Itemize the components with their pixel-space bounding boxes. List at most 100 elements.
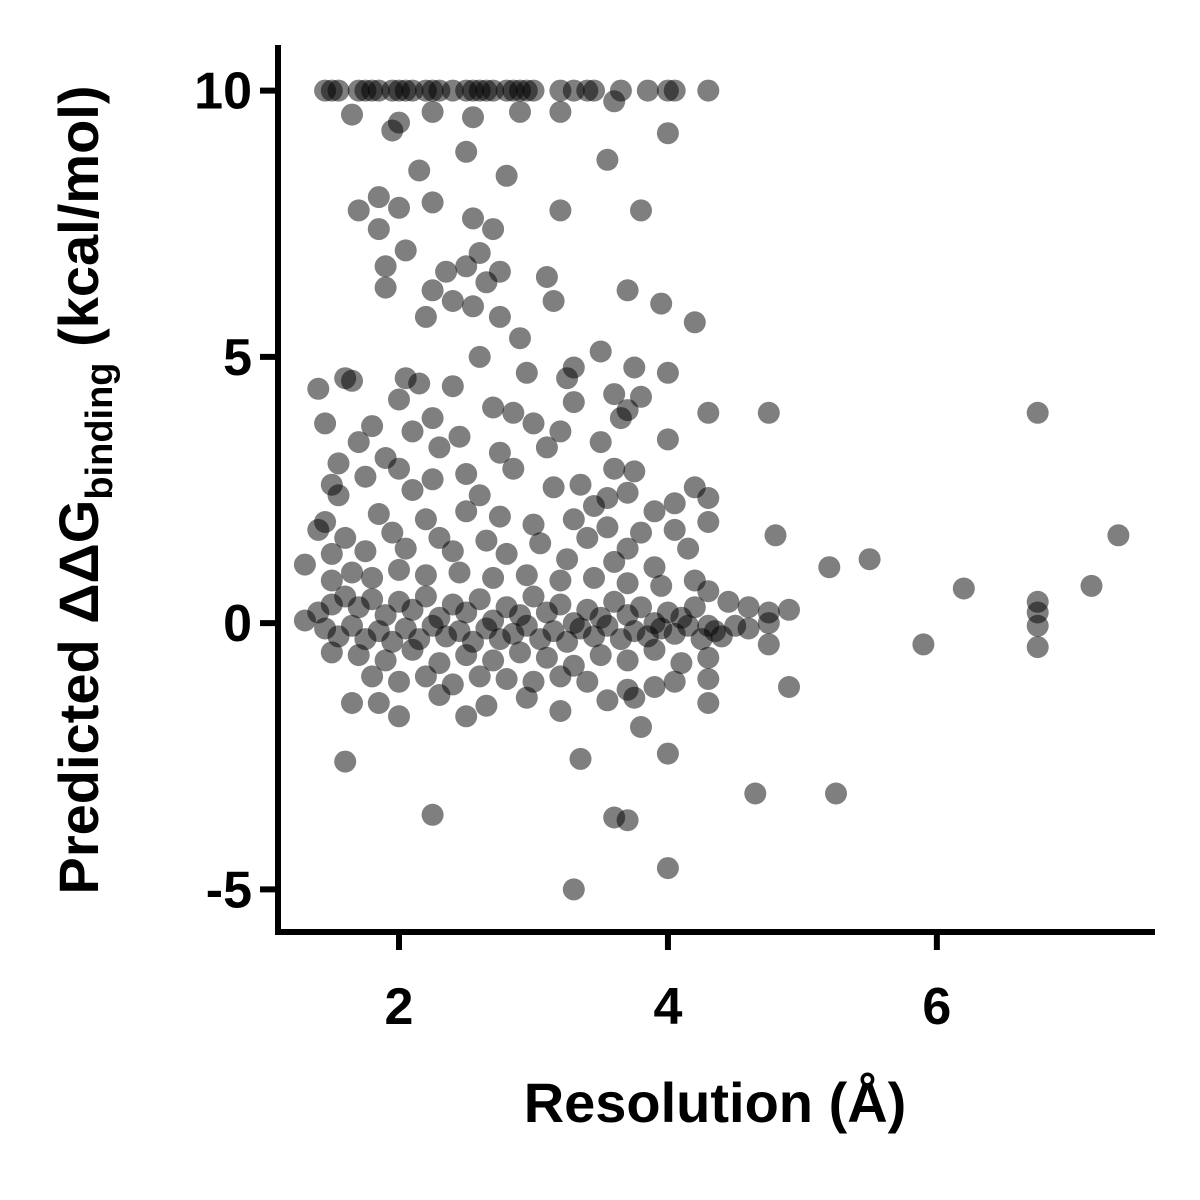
data-point: [448, 561, 471, 584]
data-point: [562, 391, 585, 414]
data-point: [428, 652, 451, 675]
data-point: [408, 372, 431, 395]
data-point: [414, 564, 437, 587]
data-point: [912, 633, 935, 656]
data-point: [421, 468, 444, 491]
data-point: [535, 646, 558, 669]
data-point: [643, 638, 666, 661]
data-point: [401, 479, 424, 501]
data-point: [448, 425, 471, 448]
data-point: [455, 705, 478, 728]
data-point: [549, 199, 572, 222]
data-point: [421, 803, 444, 826]
data-point: [630, 716, 652, 738]
data-point: [414, 305, 437, 328]
data-point: [744, 782, 767, 805]
data-point: [401, 420, 424, 443]
data-point: [388, 196, 410, 219]
data-point: [455, 644, 478, 667]
data-point: [549, 569, 572, 592]
data-point: [656, 857, 679, 880]
data-point: [509, 641, 531, 664]
data-point: [455, 463, 478, 485]
data-point: [583, 566, 605, 589]
data-point: [428, 436, 451, 459]
y-tick-label: 0: [223, 595, 252, 653]
data-point: [643, 676, 666, 698]
data-point: [697, 692, 720, 714]
data-point: [683, 596, 706, 619]
data-point: [656, 742, 679, 765]
data-point: [441, 290, 464, 312]
data-point: [462, 207, 484, 230]
data-point: [394, 239, 417, 262]
data-point: [428, 526, 451, 549]
data-point: [468, 665, 491, 688]
data-point: [589, 340, 612, 363]
y-axis-title-subscript: binding: [79, 362, 121, 499]
data-point: [542, 290, 565, 312]
data-point: [388, 388, 410, 411]
data-point: [650, 292, 673, 315]
data-point: [603, 550, 626, 573]
x-axis-title: Resolution (Å): [524, 1071, 907, 1134]
data-point: [643, 556, 666, 579]
data-point: [327, 484, 350, 507]
data-point: [1026, 614, 1049, 637]
data-point: [616, 572, 639, 595]
data-point: [314, 412, 337, 435]
data-point: [562, 878, 585, 901]
data-point: [515, 361, 538, 384]
data-point: [952, 577, 975, 600]
data-point: [495, 542, 518, 565]
data-point: [428, 684, 451, 706]
x-axis-ticks: 2 4 6: [385, 932, 951, 1036]
data-point: [361, 665, 384, 688]
data-point: [468, 484, 491, 507]
y-axis-title: Predicted ΔΔGbinding (kcal/mol): [47, 86, 121, 895]
data-point: [549, 100, 572, 123]
data-point: [381, 630, 404, 653]
data-point: [825, 782, 847, 805]
data-point: [549, 665, 572, 688]
data-point: [1026, 401, 1049, 424]
data-point: [509, 100, 531, 123]
data-point: [623, 460, 646, 483]
data-point: [576, 526, 599, 549]
data-point: [630, 521, 652, 544]
data-point: [697, 487, 720, 509]
data-point: [556, 367, 579, 390]
data-point: [656, 122, 679, 145]
data-point: [441, 540, 464, 563]
data-point: [609, 407, 632, 430]
data-point: [388, 558, 410, 581]
data-point: [616, 809, 639, 832]
data-point: [367, 692, 390, 714]
data-point: [488, 441, 511, 464]
data-point: [616, 537, 639, 560]
data-point: [556, 548, 579, 571]
data-point: [441, 375, 464, 398]
data-point: [556, 630, 579, 653]
data-point: [327, 452, 350, 475]
y-axis-title-main: Predicted ΔΔG: [47, 500, 110, 895]
data-point: [307, 518, 330, 541]
data-point: [482, 566, 505, 589]
data-point: [522, 585, 545, 608]
data-point: [596, 689, 619, 712]
data-point: [414, 508, 437, 531]
data-point: [462, 106, 484, 129]
data-point: [663, 518, 686, 541]
data-point: [576, 670, 599, 693]
data-point: [414, 585, 437, 608]
data-point: [549, 593, 572, 616]
data-point: [549, 700, 572, 722]
data-point: [509, 327, 531, 350]
data-point: [535, 436, 558, 459]
data-point: [623, 686, 646, 709]
data-point: [475, 271, 498, 294]
data-point: [737, 596, 760, 619]
data-point: [421, 100, 444, 123]
data-point: [717, 590, 740, 613]
